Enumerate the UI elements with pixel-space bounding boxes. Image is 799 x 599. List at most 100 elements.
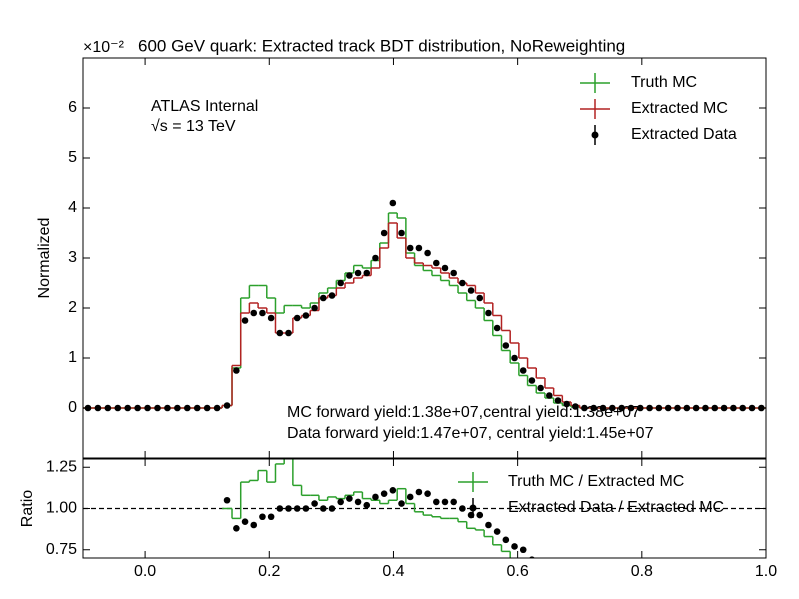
data-point: [285, 329, 292, 337]
data-point: [563, 400, 570, 408]
data-point: [302, 505, 310, 512]
data-point: [432, 259, 440, 267]
x-tick-label: 0.8: [631, 563, 653, 580]
data-point: [502, 536, 510, 544]
data-point: [554, 397, 562, 404]
data-point: [389, 199, 397, 207]
data-point: [590, 404, 597, 412]
data-point: [581, 404, 588, 412]
data-point: [415, 244, 423, 252]
data-point: [114, 404, 122, 412]
data-point: [599, 404, 607, 412]
x-tick-label: 1.0: [755, 563, 777, 580]
data-point: [519, 546, 527, 554]
data-point: [432, 498, 440, 506]
data-point: [203, 404, 211, 412]
data-point: [346, 495, 353, 502]
data-point: [241, 518, 249, 525]
data-point: [537, 384, 544, 392]
data-point: [572, 403, 579, 410]
data-point: [164, 404, 171, 412]
legend-label: Extracted MC: [631, 100, 728, 117]
data-point: [144, 404, 151, 412]
y-tick-label: 4: [68, 199, 77, 216]
data-point: [223, 496, 231, 504]
data-point: [627, 404, 635, 412]
data-point: [546, 392, 553, 399]
data-point: [94, 404, 102, 412]
chart-title: 600 GeV quark: Extracted track BDT distr…: [138, 36, 625, 55]
data-point: [618, 404, 625, 412]
data-point: [493, 528, 501, 535]
y-tick-label: 0.75: [46, 541, 77, 558]
data-point: [233, 367, 240, 374]
data-point: [372, 254, 379, 262]
data-point: [259, 513, 266, 521]
data-point: [406, 244, 414, 252]
data-point: [450, 269, 457, 277]
plot-area: [83, 459, 766, 578]
data-point: [739, 404, 747, 412]
data-point: [337, 279, 344, 287]
y-tick-label: 1: [68, 349, 77, 366]
data-point: [441, 264, 449, 272]
data-point: [683, 404, 691, 412]
data-point: [459, 505, 466, 512]
data-point: [337, 498, 344, 506]
data-point: [406, 493, 414, 501]
data-point: [354, 498, 362, 506]
annotation: ATLAS Internal: [151, 98, 258, 115]
data-point: [380, 490, 388, 497]
data-point: [511, 543, 518, 550]
data-point: [424, 490, 431, 497]
plot-frame: [82, 458, 767, 559]
data-point: [372, 493, 379, 501]
data-point: [485, 521, 492, 529]
data-point: [250, 309, 258, 317]
y-axis-label: Normalized: [36, 218, 53, 299]
plot-area: [83, 199, 766, 412]
data-point: [546, 566, 553, 573]
data-point: [572, 571, 579, 578]
y-tick-label: 2: [68, 299, 77, 316]
data-point: [104, 404, 112, 412]
legend-marker: [591, 131, 599, 139]
data-point: [184, 404, 191, 412]
data-point: [346, 272, 353, 279]
data-point: [485, 309, 492, 317]
data-point: [174, 404, 181, 412]
data-point: [720, 404, 728, 412]
data-point: [276, 329, 284, 337]
data-point: [450, 498, 457, 506]
annotation: MC forward yield:1.38e+07,central yield:…: [287, 404, 640, 421]
data-point: [537, 560, 544, 567]
data-point: [730, 404, 737, 412]
data-point: [563, 560, 570, 567]
data-point: [692, 404, 700, 412]
x-tick-label: 0.2: [258, 563, 280, 580]
data-point: [467, 287, 475, 294]
data-point: [674, 404, 681, 412]
y-tick-label: 1.00: [46, 500, 77, 517]
data-point: [328, 505, 336, 512]
y-tick-label: 6: [68, 99, 77, 116]
data-point: [124, 404, 132, 412]
data-point: [441, 498, 449, 506]
plot-frame: [82, 57, 767, 459]
data-point: [250, 521, 258, 529]
y-tick-label: 1.25: [46, 458, 77, 475]
data-point: [493, 324, 501, 332]
legend-label: Extracted Data / Extracted MC: [508, 499, 724, 516]
data-point: [319, 505, 327, 512]
data-point: [528, 377, 536, 384]
data-point: [636, 404, 644, 412]
data-point: [311, 304, 318, 312]
legend-label: Truth MC: [631, 74, 697, 91]
data-point: [459, 279, 466, 287]
data-point: [664, 404, 672, 412]
data-point: [424, 249, 431, 257]
data-point: [529, 556, 535, 558]
data-point: [555, 571, 562, 578]
data-point: [293, 505, 301, 512]
data-point: [476, 294, 484, 302]
